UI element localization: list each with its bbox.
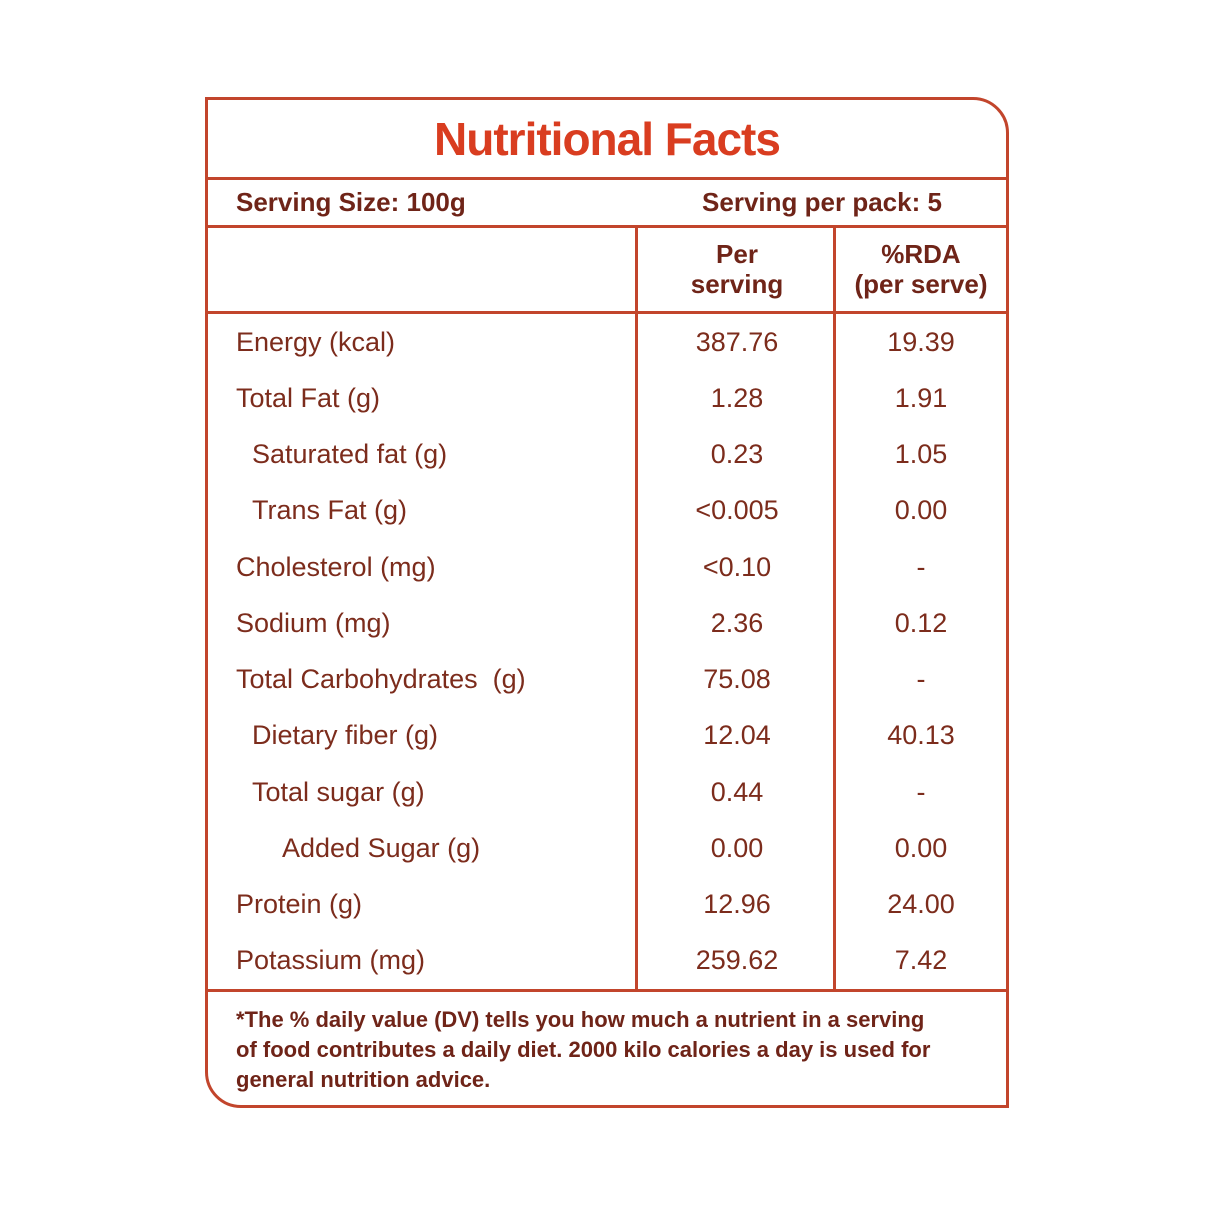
column-divider — [635, 225, 638, 992]
table-row: Cholesterol (mg) <0.10 - — [208, 539, 1006, 595]
nutrient-name: Sodium (mg) — [236, 607, 391, 638]
rda-value: 0.12 — [894, 607, 948, 638]
per-serving-value: 12.04 — [703, 720, 771, 751]
nutrient-name: Energy (kcal) — [236, 326, 396, 357]
per-serving-value: 0.00 — [710, 832, 764, 863]
nutrient-name: Total sugar (g) — [252, 776, 425, 807]
per-serving-value: 2.36 — [710, 607, 764, 638]
per-serving-value: 12.96 — [703, 889, 771, 920]
nutrient-name: Added Sugar (g) — [282, 832, 481, 863]
rda-value: 0.00 — [894, 495, 948, 526]
per-serving-value: 1.28 — [710, 382, 764, 413]
table-row: Potassium (mg) 259.62 7.42 — [208, 933, 1006, 989]
rda-header-line1: %RDA — [881, 239, 961, 270]
nutrient-name: Saturated fat (g) — [252, 439, 448, 470]
nutrient-name: Trans Fat (g) — [252, 495, 408, 526]
daily-value-footnote: *The % daily value (DV) tells you how mu… — [208, 989, 1006, 1102]
rda-value: - — [916, 551, 926, 582]
footnote-line: *The % daily value (DV) tells you how mu… — [236, 1007, 925, 1032]
nutrient-table-body: Energy (kcal) 387.76 19.39 Total Fat (g)… — [208, 311, 1006, 989]
table-row: Energy (kcal) 387.76 19.39 — [208, 314, 1006, 370]
rda-value: 40.13 — [887, 720, 955, 751]
table-row: Sodium (mg) 2.36 0.12 — [208, 595, 1006, 651]
rda-value: - — [916, 664, 926, 695]
rda-value: 7.42 — [894, 945, 948, 976]
rda-value: 0.00 — [894, 832, 948, 863]
per-serving-column-header: Per serving — [638, 240, 836, 298]
serving-per-pack-label: Serving per pack: 5 — [702, 187, 942, 217]
table-row: Dietary fiber (g) 12.04 40.13 — [208, 708, 1006, 764]
per-serving-value: <0.005 — [695, 495, 779, 526]
rda-header-line2: (per serve) — [854, 268, 988, 299]
per-serving-header-line2: serving — [690, 268, 784, 299]
page-title: Nutritional Facts — [434, 112, 781, 165]
per-serving-value: 0.44 — [710, 776, 764, 807]
column-header-row: Per serving %RDA (per serve) — [208, 225, 1006, 311]
per-serving-value: <0.10 — [702, 551, 772, 582]
rda-column-header: %RDA (per serve) — [836, 240, 1006, 298]
serving-size-label: Serving Size: 100g — [236, 187, 466, 217]
rda-value: - — [916, 776, 926, 807]
table-row: Trans Fat (g) <0.005 0.00 — [208, 483, 1006, 539]
title-section: Nutritional Facts — [208, 100, 1006, 177]
table-row: Protein (g) 12.96 24.00 — [208, 877, 1006, 933]
table-row: Saturated fat (g) 0.23 1.05 — [208, 427, 1006, 483]
per-serving-value: 0.23 — [710, 439, 764, 470]
rda-value: 1.05 — [894, 439, 948, 470]
table-row: Total Fat (g) 1.28 1.91 — [208, 370, 1006, 426]
table-row: Total Carbohydrates (g) 75.08 - — [208, 652, 1006, 708]
per-serving-value: 259.62 — [695, 945, 779, 976]
nutrient-name: Total Carbohydrates (g) — [236, 664, 526, 695]
nutrient-name: Protein (g) — [236, 889, 363, 920]
per-serving-value: 387.76 — [695, 326, 779, 357]
nutrient-name: Cholesterol (mg) — [236, 551, 436, 582]
rda-value: 19.39 — [887, 326, 955, 357]
footnote-line: general nutrition advice. — [236, 1067, 491, 1092]
table-row: Added Sugar (g) 0.00 0.00 — [208, 820, 1006, 876]
serving-info-row: Serving Size: 100g Serving per pack: 5 — [208, 177, 1006, 225]
nutrient-name: Potassium (mg) — [236, 945, 426, 976]
nutrition-facts-card: Nutritional Facts Serving Size: 100g Ser… — [205, 97, 1009, 1108]
column-divider — [833, 225, 836, 992]
footnote-line: of food contributes a daily diet. 2000 k… — [236, 1037, 931, 1062]
table-row: Total sugar (g) 0.44 - — [208, 764, 1006, 820]
per-serving-header-line1: Per — [716, 239, 758, 270]
rda-value: 1.91 — [894, 382, 948, 413]
nutrient-name: Dietary fiber (g) — [252, 720, 439, 751]
nutrient-name: Total Fat (g) — [236, 382, 381, 413]
per-serving-value: 75.08 — [703, 664, 771, 695]
rda-value: 24.00 — [887, 889, 955, 920]
